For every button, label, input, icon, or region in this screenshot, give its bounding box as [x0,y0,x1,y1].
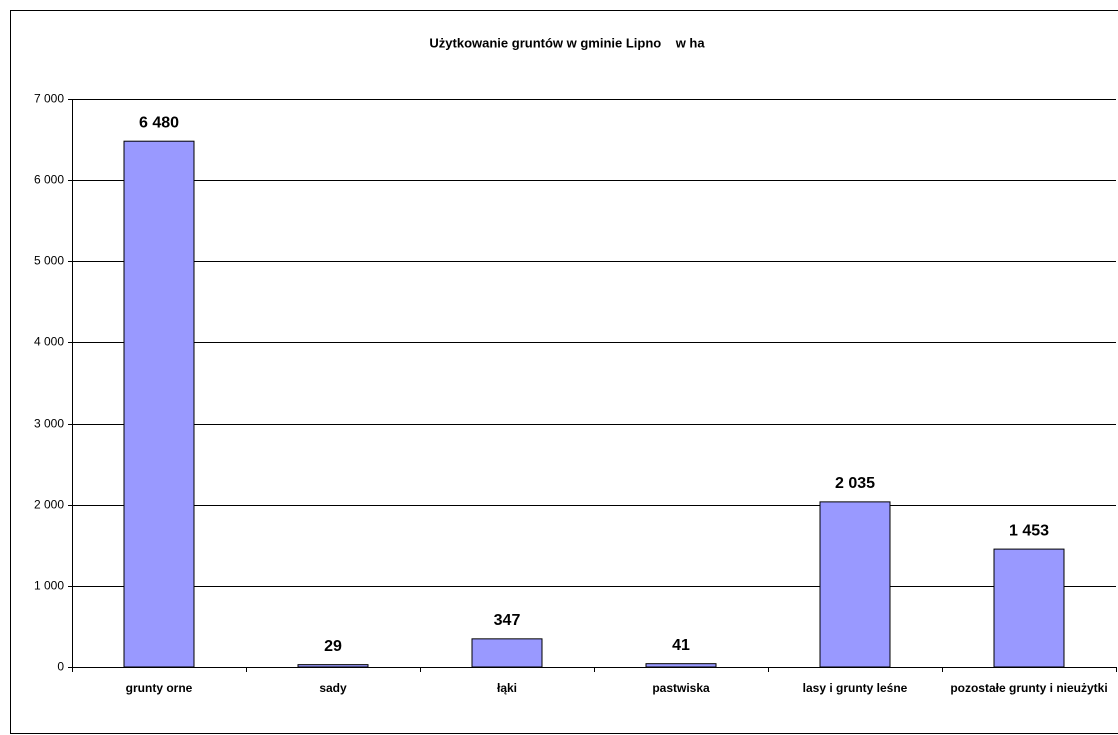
y-tick-label: 2 000 [34,498,64,512]
data-label: 41 [672,637,690,654]
y-tick-label: 7 000 [34,92,64,106]
x-tick-label: lasy i grunty leśne [802,681,908,695]
x-tick-label: łąki [496,681,517,695]
x-tick-label: pastwiska [652,681,710,695]
chart-frame [10,10,1118,734]
data-label: 6 480 [139,114,179,131]
bar [819,501,891,668]
data-label: 347 [494,612,521,629]
chart-title: Użytkowanie gruntów w gminie Lipno w ha [429,35,705,50]
x-tick-label: grunty orne [125,681,193,695]
y-tick-label: 0 [57,660,64,674]
data-label: 2 035 [835,475,875,492]
bar [123,140,195,668]
y-tick-label: 3 000 [34,417,64,431]
y-tick-label: 6 000 [34,173,64,187]
x-tick-label: pozostałe grunty i nieużytki [950,681,1108,695]
bar [471,638,543,668]
bar [993,548,1065,668]
y-tick-label: 5 000 [34,254,64,268]
data-label: 1 453 [1009,522,1049,539]
y-tick-label: 4 000 [34,335,64,349]
data-label: 29 [324,638,342,655]
bar [645,663,717,668]
bar [297,664,369,668]
x-tick-label: sady [319,681,347,695]
y-tick-label: 1 000 [34,579,64,593]
